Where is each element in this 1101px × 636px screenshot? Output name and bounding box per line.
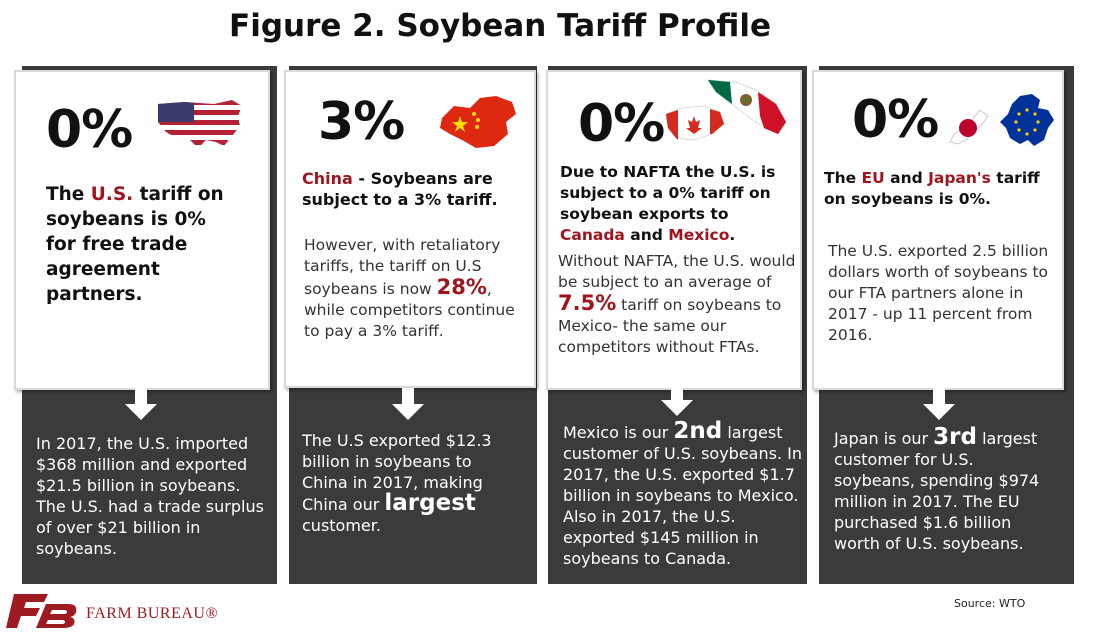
heading-eu-japan: The EU and Japan's tariff on soybeans is…: [824, 169, 1040, 208]
down-arrow-icon: [392, 388, 424, 420]
heading-nafta: Due to NAFTA the U.S. is subject to a 0%…: [560, 163, 776, 244]
card-nafta: 0% Due to NAFTA the U.S. is subject to a…: [546, 70, 802, 390]
down-arrow-icon: [125, 388, 157, 420]
card-china: 3% China - Soybeans are subject to a 3% …: [284, 70, 536, 388]
card-us: 0% The U.S. tariff on soybeans is 0% for…: [14, 70, 270, 390]
page-title: Figure 2. Soybean Tariff Profile: [229, 8, 771, 44]
farm-bureau-logo-text: FARM BUREAU®: [86, 605, 219, 622]
dark-text-us: In 2017, the U.S. imported $368 million …: [36, 434, 264, 558]
farm-bureau-logo-icon: [6, 594, 77, 628]
heading-us: The U.S. tariff on soybeans is 0% for fr…: [46, 184, 224, 305]
down-arrow-icon: [923, 388, 955, 420]
percent-china: 3%: [318, 92, 405, 152]
mexico-flag-icon: [707, 79, 787, 135]
body-eu-japan: The U.S. exported 2.5 billion dollars wo…: [828, 242, 1049, 344]
percent-nafta: 0%: [578, 94, 665, 154]
heading-china: China - Soybeans are subject to a 3% tar…: [302, 169, 498, 209]
dark-text-nafta: Mexico is our 2nd largest customer of U.…: [563, 418, 802, 569]
china-map-flag-icon: [440, 96, 516, 148]
percent-us: 0%: [46, 100, 133, 160]
japan-flag-icon: [949, 109, 989, 145]
us-map-flag-icon: [158, 100, 242, 148]
dark-text-eu-japan: Japan is our 3rd largest customer for U.…: [834, 424, 1040, 554]
eu-map-flag-icon: [1000, 94, 1054, 146]
canada-flag-icon: [665, 105, 725, 141]
dark-text-china: The U.S exported $12.3 billion in soybea…: [302, 431, 492, 535]
body-nafta: Without NAFTA, the U.S. would be subject…: [558, 252, 796, 356]
percent-eu-japan: 0%: [852, 90, 939, 150]
source-note: Source: WTO: [954, 597, 1026, 610]
down-arrow-icon: [661, 384, 693, 416]
body-china: However, with retaliatory tariffs, the t…: [304, 236, 515, 340]
card-eu-japan: 0% The EU and Japan's tariff on soybeans…: [812, 70, 1064, 390]
